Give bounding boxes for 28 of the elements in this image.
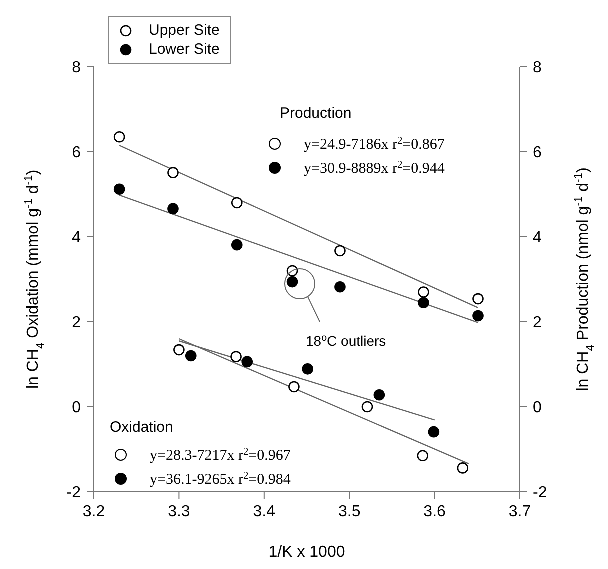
x-tick-label: 3.4: [253, 503, 276, 520]
y-tick-label: 6: [72, 144, 82, 162]
y-tick-label: 2: [72, 314, 82, 332]
y2-tick-label: 6: [533, 144, 542, 162]
y2-tick-label: 4: [533, 230, 542, 247]
annotation: 18$^{o}$C outliers: [306, 332, 386, 349]
annotation: y=24.9-7186x r$^{2}$=0.867: [304, 136, 446, 153]
legend-label: Upper Site: [149, 22, 220, 39]
annotation: Oxidation: [110, 419, 174, 436]
annotation: y=36.1-9265x r$^{2}$=0.984: [150, 470, 292, 488]
legend-label: Lower Site: [149, 41, 220, 58]
annotation: y=30.9-8889x r$^{2}$=0.944: [304, 160, 446, 177]
y2-tick-label: 2: [533, 314, 542, 332]
y-tick-label: 4: [72, 230, 82, 247]
x-tick-label: 3.3: [168, 503, 190, 520]
y2-tick-label: -2: [533, 484, 548, 502]
x-tick-label: 3.6: [424, 503, 446, 520]
x-tick-label: 3.2: [82, 503, 106, 520]
annotation: Production: [280, 105, 352, 122]
y-tick-label: 0: [72, 400, 82, 417]
y2-tick-label: 8: [533, 60, 542, 77]
y-tick-label: -2: [66, 484, 82, 502]
y2-tick-label: 0: [533, 400, 542, 417]
x-axis-title: 1/K x 1000: [268, 544, 346, 561]
y-tick-label: 8: [72, 60, 82, 77]
x-tick-label: 3.7: [508, 503, 532, 520]
x-tick-label: 3.5: [338, 503, 361, 520]
annotation: y=28.3-7217x r$^{2}$=0.967: [150, 446, 292, 464]
